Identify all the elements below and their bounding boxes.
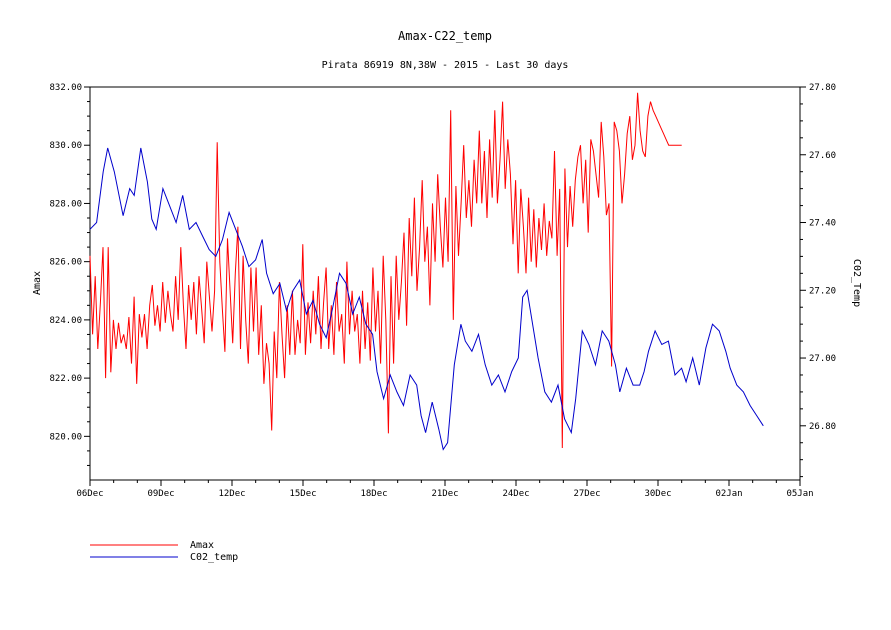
series-line-c02-temp [89, 147, 764, 451]
x-tick-label: 02Jan [715, 489, 742, 499]
plot-frame [89, 86, 801, 481]
series-line-amax [89, 92, 682, 449]
x-tick-label: 27Dec [573, 489, 600, 499]
x-tick-label: 21Dec [431, 489, 458, 499]
x-tick-label: 18Dec [360, 489, 387, 499]
x-tick-label: 12Dec [218, 489, 245, 499]
legend: Amax C02_temp [90, 540, 238, 563]
x-tick-label: 06Dec [76, 489, 103, 499]
x-tick-label: 30Dec [644, 489, 671, 499]
left-axis: 820.00 822.00 824.00 826.00 828.00 830.00 832.… [49, 83, 90, 466]
right-tick-label: 27.20 [809, 286, 836, 296]
legend-label-c02-temp: C02_temp [190, 552, 238, 563]
chart-title: Amax-C22_temp [398, 29, 492, 43]
left-tick-label: 828.00 [49, 199, 82, 209]
left-tick-label: 832.00 [49, 83, 82, 93]
left-tick-label: 820.00 [49, 432, 82, 442]
left-tick-label: 830.00 [49, 141, 82, 151]
left-tick-label: 822.00 [49, 374, 82, 384]
x-tick-label: 09Dec [147, 489, 174, 499]
chart-subtitle: Pirata 86919 8N,38W - 2015 - Last 30 day… [322, 60, 569, 71]
right-axis-label: C02_Temp [851, 259, 862, 307]
series-layer [89, 92, 764, 451]
right-tick-label: 27.60 [809, 151, 836, 161]
right-tick-label: 26.80 [809, 422, 836, 432]
x-tick-label: 05Jan [786, 489, 813, 499]
right-tick-label: 27.00 [809, 354, 836, 364]
x-axis: 06Dec 09Dec 12Dec 15Dec 18Dec 21Dec 24Dec 27Dec… [76, 480, 814, 499]
left-tick-label: 826.00 [49, 258, 82, 268]
right-tick-label: 27.80 [809, 83, 836, 93]
left-tick-label: 824.00 [49, 316, 82, 326]
right-tick-label: 27.40 [809, 219, 836, 229]
legend-label-amax: Amax [190, 540, 214, 551]
left-axis-label: Amax [32, 271, 43, 295]
x-tick-label: 15Dec [289, 489, 316, 499]
right-axis: 26.80 27.00 27.20 27.40 27.60 27.80 [800, 83, 836, 478]
x-tick-label: 24Dec [502, 489, 529, 499]
